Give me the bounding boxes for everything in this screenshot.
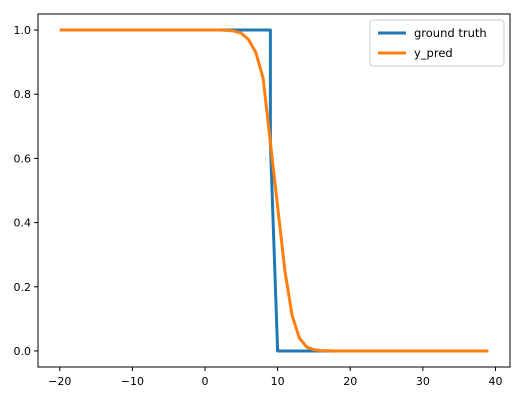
- plot-area: [38, 14, 510, 367]
- y-tick-label: 0.4: [14, 217, 32, 230]
- x-tick-label: −20: [48, 375, 71, 388]
- x-tick-label: 30: [416, 375, 430, 388]
- axes-frame: [37, 13, 511, 368]
- y-tick-label: 1.0: [14, 24, 32, 37]
- series-layer: [59, 28, 489, 353]
- legend-label-ground-truth: ground truth: [414, 26, 487, 40]
- x-tick-label: 0: [202, 375, 209, 388]
- y-tick-label: 0.0: [14, 345, 32, 358]
- y-tick-label: 0.6: [14, 152, 32, 165]
- legend: ground truth y_pred: [369, 19, 505, 67]
- x-tick-label: −10: [121, 375, 144, 388]
- y-tick-label: 0.8: [14, 88, 32, 101]
- y-tick-label: 0.2: [14, 281, 32, 294]
- x-tick-label: 10: [271, 375, 285, 388]
- x-axis-label: x: [271, 399, 278, 402]
- x-tick-label: 40: [488, 375, 502, 388]
- legend-label-y-pred: y_pred: [414, 46, 453, 60]
- axes-layer: −20 −10 0 10 20 30 40 0.0 0.2 0.4 0.6 0.8 1.0: [14, 13, 511, 388]
- x-tick-label: 20: [343, 375, 357, 388]
- series-line-y-pred: [59, 28, 489, 353]
